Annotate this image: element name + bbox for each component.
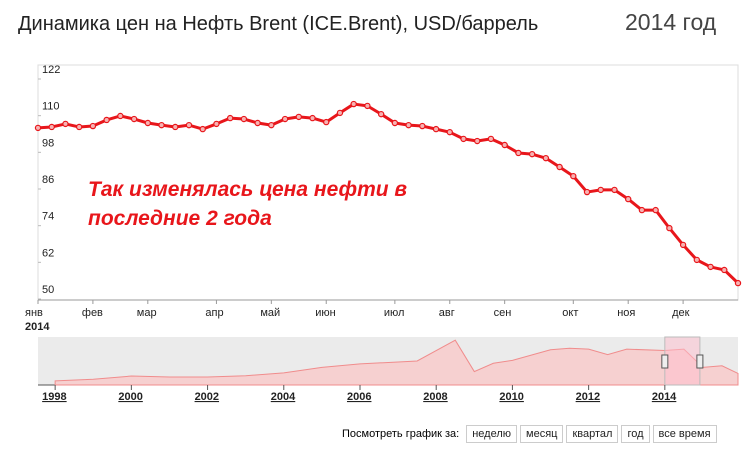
- chart: Динамика цен на Нефть Brent (ICE.Brent),…: [18, 9, 742, 403]
- selection-handle[interactable]: [661, 354, 669, 369]
- point: [34, 124, 42, 132]
- point: [528, 150, 536, 158]
- x-tick-label: 2008: [423, 391, 447, 403]
- point: [117, 112, 124, 120]
- point: [679, 241, 687, 249]
- point: [103, 116, 110, 124]
- point: [597, 186, 604, 194]
- y-tick-label: 110: [42, 101, 60, 113]
- point: [556, 163, 563, 171]
- x-tick-label: авг: [439, 307, 455, 319]
- point: [254, 119, 261, 127]
- point: [75, 123, 83, 131]
- point: [707, 263, 714, 271]
- x-tick-label: 1998: [42, 391, 66, 403]
- y-tick-label: 98: [42, 137, 54, 149]
- point: [515, 149, 522, 157]
- x-tick-label: сен: [494, 307, 512, 319]
- point: [624, 195, 632, 203]
- x-tick-label: апр: [205, 307, 223, 319]
- point: [158, 121, 165, 129]
- point: [89, 122, 97, 130]
- point: [377, 110, 385, 118]
- period-button[interactable]: неделю: [466, 425, 518, 443]
- point: [309, 114, 316, 122]
- point: [226, 114, 234, 122]
- point: [364, 102, 371, 110]
- point: [240, 115, 248, 123]
- y-tick-label: 50: [42, 284, 54, 296]
- price-line: [37, 102, 740, 285]
- point: [268, 121, 275, 129]
- point: [391, 119, 399, 127]
- chart-subtitle: 2014 год: [625, 9, 717, 35]
- x-tick-label: июн: [315, 307, 335, 319]
- point: [62, 120, 69, 128]
- period-button[interactable]: квартал: [566, 425, 619, 443]
- point: [474, 137, 481, 145]
- y-tick-label: 122: [42, 64, 60, 76]
- point: [419, 122, 426, 130]
- period-button[interactable]: год: [621, 425, 650, 443]
- point: [336, 109, 344, 117]
- chart-title: Динамика цен на Нефть Brent (ICE.Brent),…: [18, 13, 538, 35]
- point: [501, 141, 508, 149]
- x-tick-label: 2014: [652, 391, 677, 403]
- point: [130, 115, 138, 123]
- point: [213, 120, 220, 128]
- point: [446, 128, 453, 136]
- year-label: 2014: [25, 321, 50, 333]
- point: [583, 188, 591, 196]
- point: [693, 256, 701, 264]
- x-tick-label: 2010: [499, 391, 523, 403]
- y-tick-label: 62: [42, 247, 54, 259]
- point: [350, 100, 357, 108]
- x-tick-label: 2006: [347, 391, 371, 403]
- x-tick-label: 2000: [118, 391, 142, 403]
- period-button[interactable]: месяц: [520, 425, 564, 443]
- point: [281, 115, 289, 123]
- point: [487, 135, 495, 143]
- x-tick-label: мар: [137, 307, 157, 319]
- point: [144, 119, 152, 127]
- y-tick-label: 86: [42, 174, 54, 186]
- selection: [664, 336, 701, 386]
- selection-handle[interactable]: [696, 354, 704, 369]
- x-tick-label: июл: [384, 307, 405, 319]
- point: [570, 172, 577, 180]
- point: [652, 206, 659, 214]
- controls-label: Посмотреть график за:: [342, 428, 460, 440]
- period-button[interactable]: все время: [652, 425, 717, 443]
- x-tick-label: 2002: [195, 391, 219, 403]
- point: [295, 113, 302, 121]
- point: [199, 125, 206, 133]
- point: [638, 206, 646, 214]
- point: [734, 279, 742, 287]
- point: [405, 121, 412, 129]
- period-controls: Посмотреть график за: неделю месяц квартал…: [342, 425, 717, 443]
- point: [666, 224, 673, 232]
- annotation: последние 2 года: [88, 207, 272, 230]
- point: [172, 123, 179, 131]
- y-tick-label: 74: [42, 211, 54, 223]
- x-tick-label: окт: [562, 307, 578, 319]
- point: [721, 266, 728, 274]
- x-tick-label: ноя: [617, 307, 635, 319]
- x-tick-label: фев: [82, 307, 103, 319]
- point: [611, 186, 618, 194]
- x-tick-label: янв: [25, 307, 43, 319]
- overview-area: [54, 339, 739, 386]
- point: [48, 123, 55, 131]
- x-tick-label: 2012: [576, 391, 600, 403]
- x-tick-label: май: [260, 307, 280, 319]
- point: [542, 154, 550, 162]
- annotation: Так изменялась цена нефти в: [88, 178, 407, 201]
- point: [323, 118, 330, 126]
- x-tick-label: дек: [672, 307, 690, 319]
- point: [185, 121, 193, 129]
- x-tick-label: 2004: [271, 391, 296, 403]
- point: [432, 125, 440, 133]
- point: [460, 135, 467, 143]
